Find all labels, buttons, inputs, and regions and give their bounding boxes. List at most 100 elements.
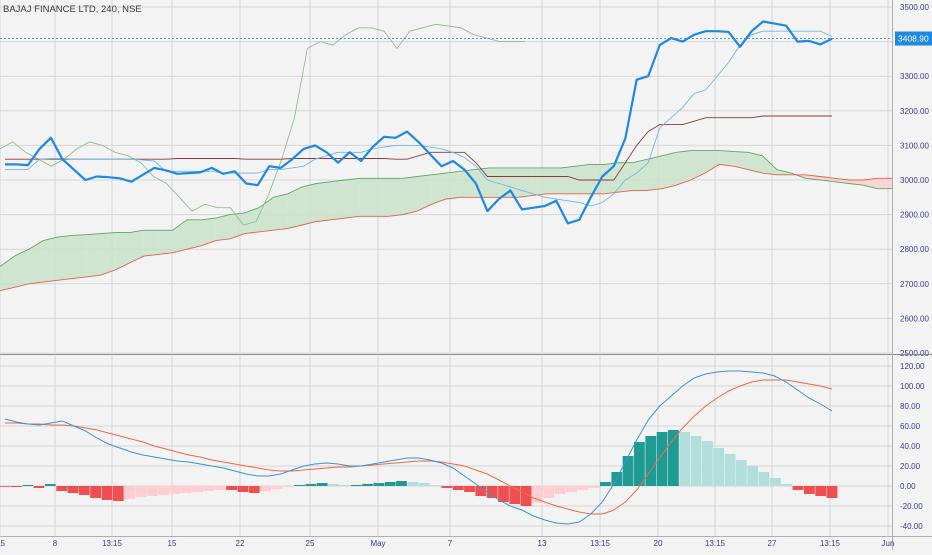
cloud-segment — [748, 152, 763, 174]
cloud-segment — [28, 240, 44, 284]
cloud-segment — [100, 232, 116, 276]
histogram-bar — [486, 486, 498, 498]
cloud-segment — [316, 181, 331, 222]
y-tick-label: 60.00 — [900, 422, 921, 431]
cloud-segment — [503, 167, 518, 198]
histogram-bar — [792, 486, 804, 490]
histogram-bar — [294, 485, 305, 486]
cloud-segment — [14, 249, 29, 288]
y-tick-label: 2800.00 — [900, 245, 929, 254]
histogram-bar — [668, 430, 679, 486]
histogram-bar — [702, 441, 713, 486]
histogram-bar — [396, 481, 407, 486]
x-tick-label: 13 — [538, 539, 547, 548]
cloud-segment — [546, 167, 562, 194]
histogram-bar — [316, 483, 328, 486]
macd-line — [4, 370, 833, 525]
y-tick-label: 3300.00 — [900, 72, 929, 81]
cloud-segment — [417, 174, 432, 212]
histogram-bar — [260, 486, 271, 491]
histogram-bar — [679, 432, 691, 486]
lagging-span-line — [0, 23, 525, 226]
histogram-bar — [22, 485, 34, 486]
histogram-bar — [804, 486, 815, 494]
cloud-segment — [158, 230, 173, 255]
x-tick-label: 15 — [0, 539, 6, 548]
histogram-bar — [724, 454, 736, 486]
histogram-bar — [430, 485, 441, 486]
cloud-segment — [0, 256, 15, 291]
macd-lines — [4, 370, 833, 525]
histogram-bar — [747, 466, 759, 486]
x-tick-label: 22 — [236, 539, 245, 548]
signal-line — [5, 379, 833, 515]
cloud-segment — [359, 178, 375, 217]
x-tick-label: Jun — [882, 539, 895, 548]
histogram-bar — [373, 483, 385, 486]
leading-span-b-line — [0, 163, 892, 292]
cloud-segment — [647, 155, 662, 191]
cloud-segment — [187, 219, 202, 250]
y-tick-label: 3100.00 — [900, 141, 929, 150]
cloud-segment — [86, 233, 101, 277]
x-tick-label: 7 — [448, 539, 453, 548]
histogram-bar — [101, 486, 113, 500]
histogram-bar — [520, 486, 532, 506]
histogram-bar — [158, 486, 169, 495]
cloud-segment — [374, 178, 389, 217]
y-tick-label: 100.00 — [900, 382, 925, 391]
histogram-bar — [622, 456, 634, 486]
histogram-bar — [90, 486, 101, 498]
cloud-segment — [43, 237, 58, 283]
histogram-bar — [770, 478, 781, 486]
y-tick-label: 120.00 — [900, 362, 925, 371]
cloud-segment — [215, 214, 231, 241]
conversion-line — [5, 30, 833, 207]
y-tick-label: 3000.00 — [900, 176, 929, 185]
histogram-bar — [600, 482, 611, 486]
histogram-bar — [67, 486, 79, 493]
cloud-segment — [273, 193, 288, 231]
cloud-segment — [633, 159, 648, 191]
histogram-bar — [464, 486, 475, 492]
histogram-bar — [112, 486, 124, 501]
histogram-bar — [713, 448, 725, 486]
cloud-segment — [561, 166, 576, 194]
cloud-segment — [230, 212, 245, 239]
histogram-bar — [0, 486, 11, 487]
price-lines — [0, 20, 892, 226]
cloud-segment — [719, 150, 734, 167]
chart-title: BAJAJ FINANCE LTD, 240, NSE — [3, 4, 142, 15]
histogram-bar — [554, 486, 566, 494]
cloud-segment — [618, 162, 634, 193]
cloud-segment — [474, 167, 490, 198]
histogram-bar — [362, 484, 373, 486]
histogram-bar — [33, 486, 45, 488]
cloud-segment — [733, 151, 749, 170]
histogram-bar — [736, 460, 747, 486]
cloud-segment — [676, 150, 691, 186]
histogram-bar — [532, 486, 543, 503]
y-tick-label: 2500.00 — [900, 349, 929, 358]
cloud-segment — [575, 164, 590, 194]
histogram-bar — [192, 486, 203, 492]
cloud-segment — [762, 155, 777, 175]
histogram-bar — [78, 486, 90, 495]
histogram-bar — [248, 486, 260, 493]
histogram-bar — [781, 484, 793, 486]
histogram-bar — [758, 472, 770, 486]
x-tick-label: 13:15 — [820, 539, 841, 548]
histogram-bar — [180, 486, 192, 493]
histogram-bar — [418, 483, 430, 486]
histogram-bar — [826, 486, 838, 498]
histogram-bar — [384, 482, 396, 486]
y-tick-label: 0.00 — [900, 482, 916, 491]
histogram-bar — [203, 486, 215, 491]
histogram-bar — [214, 486, 226, 490]
cloud-segment — [258, 197, 274, 232]
x-tick-label: 8 — [53, 539, 58, 548]
y-tick-label: -40.00 — [900, 522, 923, 531]
cloud-segment — [129, 230, 144, 264]
cloud-segment — [431, 173, 446, 205]
